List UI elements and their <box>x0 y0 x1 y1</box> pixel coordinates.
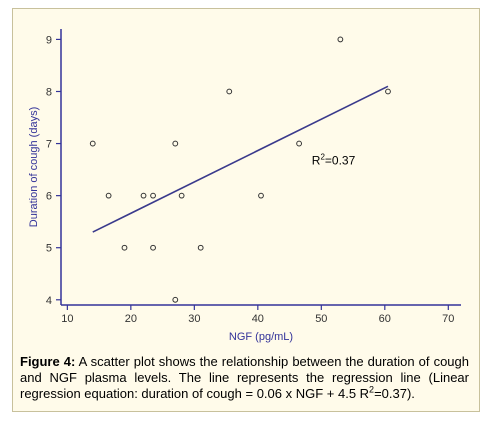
y-tick-label: 4 <box>46 295 52 307</box>
x-tick-label: 60 <box>379 313 391 325</box>
x-tick-label: 40 <box>252 313 264 325</box>
scatter-point <box>150 244 156 251</box>
scatter-point <box>172 296 179 303</box>
y-tick-label: 7 <box>46 139 52 151</box>
y-tick-label: 5 <box>46 243 52 255</box>
regression-line <box>92 85 389 233</box>
scatter-point <box>385 88 391 95</box>
scatter-chart: 10 20 30 40 50 60 70 4 5 6 7 8 9 NGF (pg/mL) Duration… <box>28 29 461 343</box>
y-tick-label: 9 <box>46 34 52 46</box>
scatter-point <box>121 244 128 251</box>
scatter-point <box>197 244 204 251</box>
x-tick-label: 30 <box>188 313 200 325</box>
scatter-point <box>140 192 147 199</box>
x-axis-label: NGF (pg/mL) <box>229 331 293 343</box>
x-tick-label: 50 <box>315 313 327 325</box>
figure-caption: Figure 4: A scatter plot shows the relat… <box>20 354 469 402</box>
x-tick-label: 20 <box>125 313 137 325</box>
caption-superscript: 2 <box>369 384 375 395</box>
scatter-point <box>296 140 302 147</box>
figure-frame: 10 20 30 40 50 60 70 4 5 6 7 8 9 NGF (pg/mL) Duration… <box>12 8 480 412</box>
y-axis-label: Duration of cough (days) <box>28 107 40 227</box>
scatter-point <box>337 36 344 43</box>
y-tick-label: 6 <box>46 191 52 203</box>
scatter-point <box>89 140 96 147</box>
scatter-point <box>226 88 233 95</box>
x-tick-label: 10 <box>61 313 73 325</box>
scatter-point <box>258 192 264 199</box>
x-tick-label: 70 <box>442 313 454 325</box>
scatter-point <box>105 192 112 199</box>
scatter-point <box>178 192 185 199</box>
caption-label: Figure 4: <box>20 354 76 369</box>
r-squared-annotation: R2=0.37 <box>312 152 356 167</box>
y-tick-label: 8 <box>46 86 52 98</box>
caption-text-end: =0.37). <box>374 386 415 401</box>
scatter-point <box>172 140 179 147</box>
caption-text: A scatter plot shows the relationship be… <box>20 354 469 401</box>
scatter-point <box>150 192 156 199</box>
